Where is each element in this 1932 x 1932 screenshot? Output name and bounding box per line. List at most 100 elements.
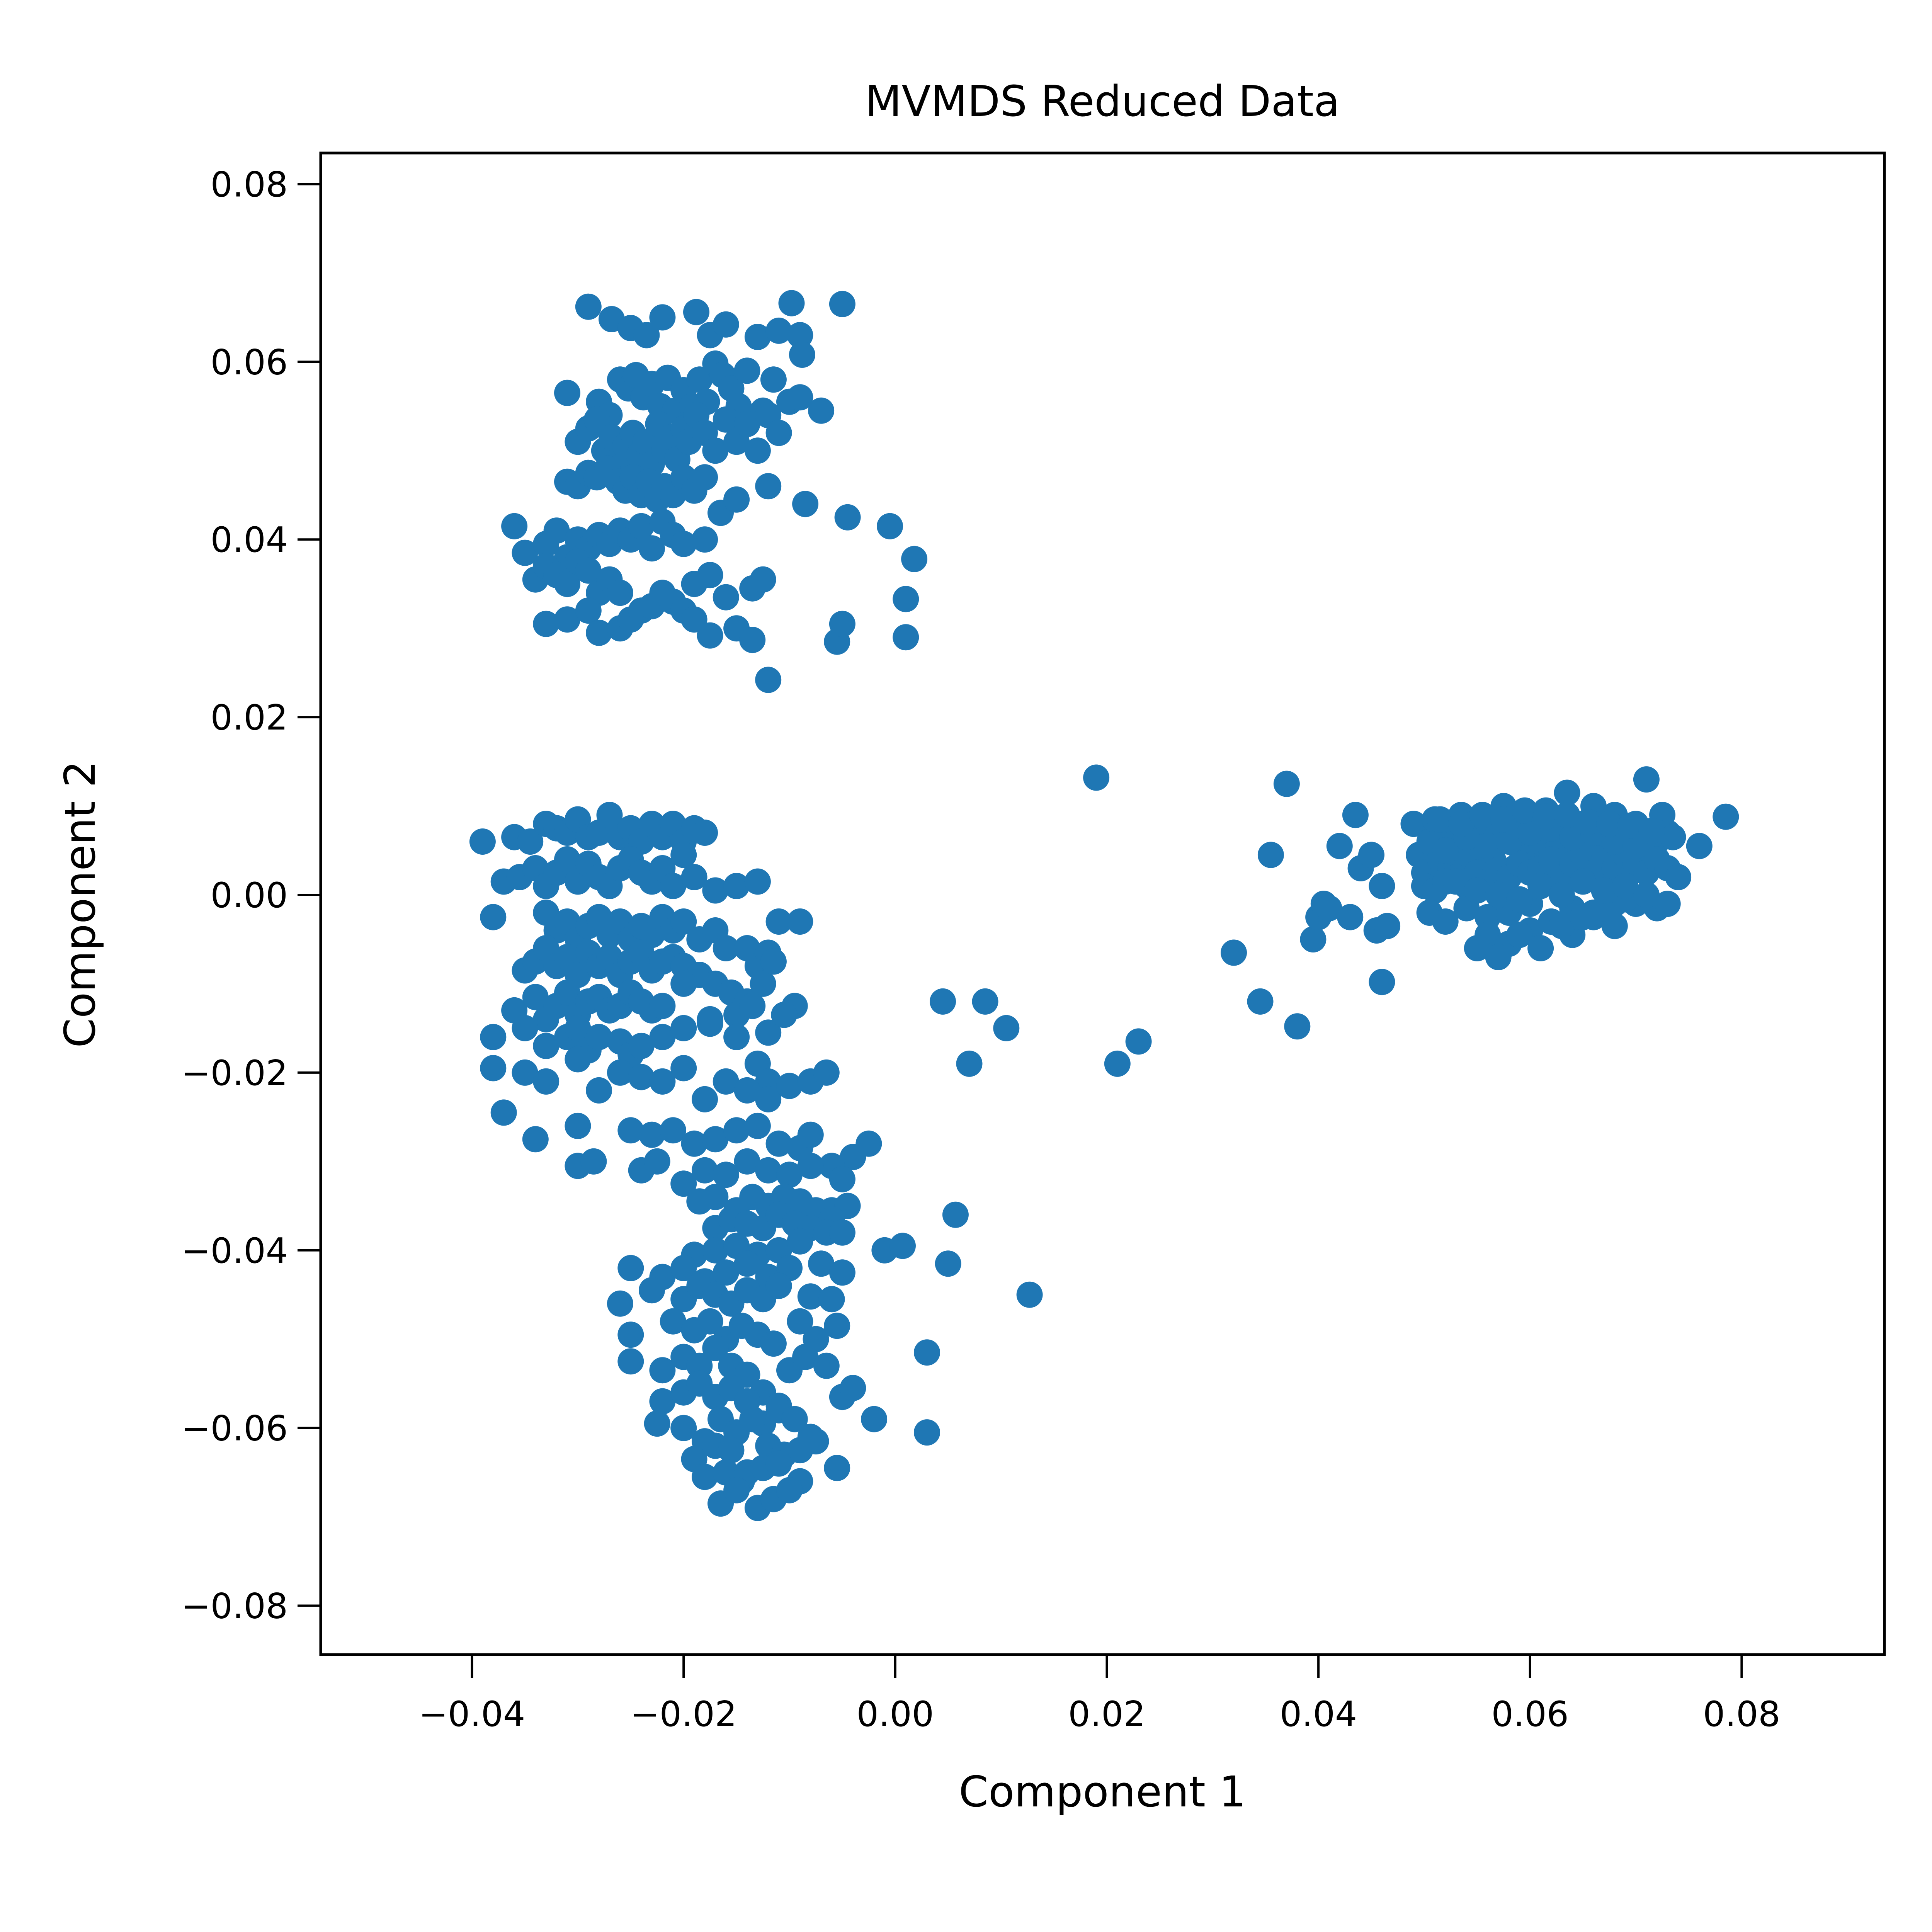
data-point <box>1554 779 1580 806</box>
data-point <box>480 1055 507 1082</box>
data-point <box>1125 1028 1152 1055</box>
data-point <box>755 473 782 500</box>
data-point <box>787 384 813 411</box>
data-point <box>607 1290 633 1317</box>
data-point <box>639 1121 665 1148</box>
data-point <box>1527 935 1554 961</box>
data-point <box>670 1055 697 1082</box>
data-point <box>681 606 707 633</box>
data-point <box>734 357 760 384</box>
data-point <box>1612 873 1639 899</box>
data-point <box>660 873 686 899</box>
data-point <box>533 1068 560 1095</box>
data-point <box>1532 803 1559 830</box>
data-point <box>803 1428 829 1455</box>
y-tick-label: 0.04 <box>211 520 288 560</box>
data-point <box>792 491 819 517</box>
data-point <box>713 1068 739 1095</box>
data-point <box>512 1059 538 1086</box>
data-point <box>583 406 610 433</box>
data-point <box>1464 935 1490 961</box>
data-point <box>1506 922 1533 948</box>
data-point <box>1660 824 1686 850</box>
data-point <box>554 846 580 872</box>
data-point <box>1490 806 1517 833</box>
data-point <box>565 1112 591 1139</box>
data-point <box>1221 939 1247 966</box>
data-point <box>649 1024 676 1050</box>
data-point <box>781 1406 808 1432</box>
data-point <box>1369 873 1395 899</box>
data-point <box>628 513 655 539</box>
data-point <box>639 535 665 562</box>
data-point <box>554 979 580 1006</box>
data-point <box>829 291 855 317</box>
data-point <box>765 1450 792 1477</box>
data-point <box>697 622 723 649</box>
data-point <box>565 1015 591 1041</box>
data-point <box>628 1064 655 1090</box>
data-point <box>702 1184 729 1210</box>
data-point <box>1496 828 1522 855</box>
data-point <box>765 317 792 344</box>
data-point <box>1527 873 1554 899</box>
x-tick-label: 0.08 <box>1703 1694 1780 1735</box>
data-point <box>713 584 739 611</box>
data-point <box>776 1073 803 1099</box>
data-point <box>993 1015 1020 1041</box>
data-point <box>1633 882 1660 908</box>
data-point <box>776 1477 803 1503</box>
data-point <box>554 571 580 597</box>
data-point <box>760 948 787 975</box>
data-point <box>1570 904 1596 930</box>
data-point <box>808 1250 835 1277</box>
data-point <box>681 1130 707 1157</box>
data-point <box>818 1286 845 1313</box>
data-point <box>480 904 507 930</box>
data-point <box>596 802 623 828</box>
data-point <box>824 1455 850 1481</box>
data-point <box>1083 764 1110 791</box>
data-point <box>972 988 998 1015</box>
data-point <box>1713 803 1739 830</box>
data-point <box>692 1464 718 1490</box>
data-point <box>1427 806 1453 833</box>
data-point <box>697 1006 723 1032</box>
x-axis-ticks: −0.04 −0.02 0.00 0.02 0.04 0.06 0.08 <box>419 1655 1781 1735</box>
data-point <box>649 1388 676 1415</box>
data-point <box>1570 868 1596 895</box>
data-point <box>1517 820 1543 846</box>
x-tick-label: −0.04 <box>419 1694 526 1735</box>
data-point <box>808 397 835 424</box>
data-point <box>1016 1281 1043 1308</box>
data-point <box>1358 842 1384 868</box>
data-point <box>713 311 739 338</box>
data-point <box>692 526 718 553</box>
data-point <box>697 562 723 588</box>
data-point <box>755 667 782 693</box>
data-point <box>692 1086 718 1112</box>
data-point <box>543 517 570 544</box>
data-point <box>739 627 766 653</box>
data-point <box>765 908 792 935</box>
data-point <box>670 970 697 997</box>
data-point <box>522 1126 549 1153</box>
data-point <box>901 546 928 572</box>
data-point <box>580 1148 607 1175</box>
data-point <box>490 1099 517 1126</box>
data-point <box>480 1024 507 1050</box>
y-tick-label: −0.04 <box>181 1231 288 1271</box>
data-point <box>824 1313 850 1339</box>
data-point <box>744 324 771 350</box>
data-point <box>861 1406 888 1432</box>
data-point <box>1400 811 1427 837</box>
y-axis-label: Component 2 <box>55 760 105 1048</box>
data-point <box>723 1477 750 1503</box>
data-point <box>644 1410 670 1437</box>
data-point <box>1638 818 1665 844</box>
data-point <box>683 299 709 325</box>
x-tick-label: 0.00 <box>857 1694 934 1735</box>
data-point <box>1512 797 1538 824</box>
data-point <box>586 619 612 646</box>
